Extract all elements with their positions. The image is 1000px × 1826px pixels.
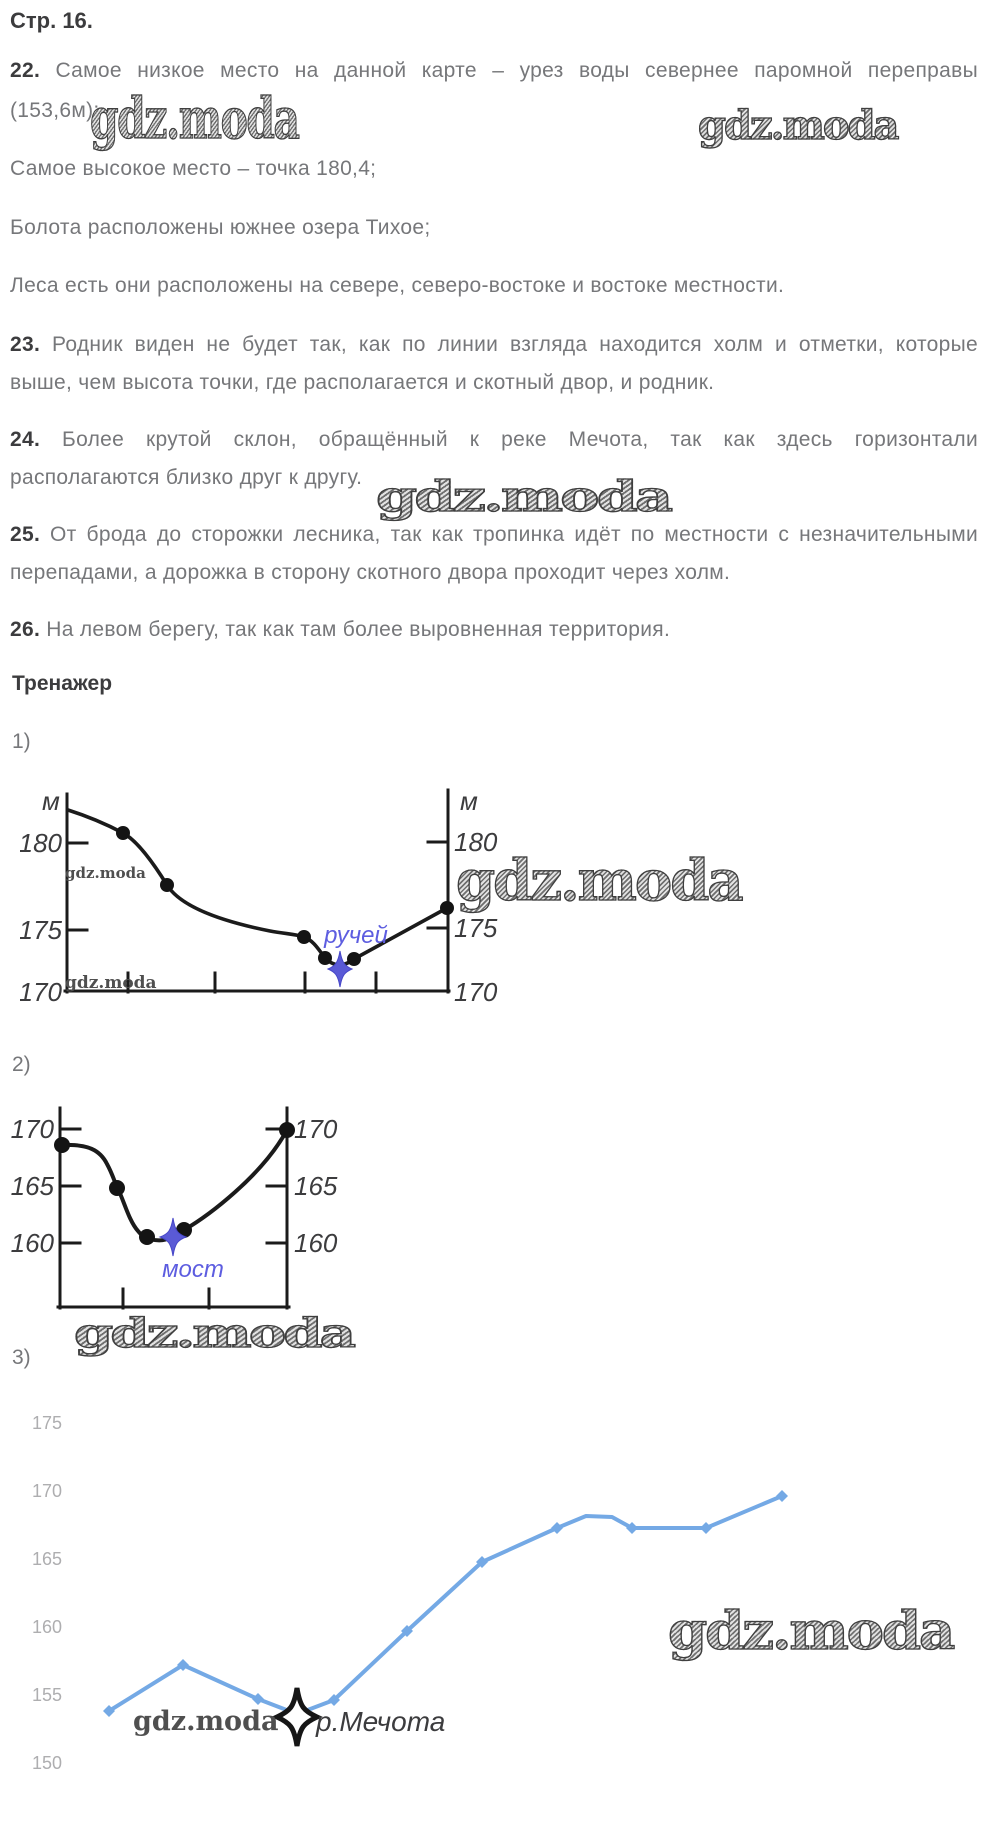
y-tick-label: 170 [20,977,63,1007]
chart3-axis-labels: 175 170 165 160 155 150 [32,1413,62,1773]
y-tick-label: 175 [20,915,63,945]
elevation-profile-chart-1: м 180 175 170 м 180 175 170 ручей gdz.mo… [20,786,498,1007]
y-tick-label: 160 [294,1228,338,1258]
profile-line [107,1494,784,1716]
answer-23-line-1: 23. Родник виден не будет так, как по ли… [10,333,978,357]
answer-25-line-2: перепадами, а дорожка в сторону скотного… [10,561,731,584]
answer-22-swamps: Болота расположены южнее озера Тихое; [10,216,431,239]
answer-23-line-2: выше, чем высота точки, где располагаетс… [10,371,715,394]
answer-25-text: От брода до сторожки лесника, так как тр… [50,523,978,546]
y-tick-label: 170 [294,1114,338,1144]
answer-23-number: 23. [10,333,41,356]
answer-24-line-2: располагаются близко друг к другу. [10,466,363,489]
watermark: gdz.moda [455,847,744,914]
elevation-profile-chart-3: 175 170 165 160 155 150 р.Мечота gdz.mod… [32,1413,788,1773]
y-tick-label: 180 [20,828,63,858]
answer-24-number: 24. [10,428,41,451]
answer-26-line: 26. На левом берегу, так как там более в… [10,618,978,642]
y-tick-label: 165 [11,1171,55,1201]
answer-22-line-2: (153,6м); [10,99,100,122]
y-tick-label: 160 [11,1228,55,1258]
y-axis-unit-label: м [460,786,478,816]
y-tick-label: 175 [32,1413,62,1433]
y-tick-label: 175 [454,913,498,943]
chart1-axes [63,788,451,994]
watermark: gdz.moda [65,864,146,882]
y-tick-label: 170 [454,977,498,1007]
answer-25-line-1: 25. От брода до сторожки лесника, так ка… [10,523,978,547]
answer-22-forests: Леса есть они расположены на севере, сев… [10,274,785,297]
item-2-label: 2) [12,1053,31,1076]
profile-points [54,1122,295,1245]
y-tick-label: 180 [454,827,498,857]
stream-label: ручей [323,922,388,949]
answer-24-text: Более крутой склон, обращённый к реке Ме… [61,428,978,451]
y-tick-label: 165 [32,1549,62,1569]
y-tick-label: 150 [32,1753,62,1773]
answer-26-number: 26. [10,618,41,641]
item-3-label: 3) [12,1346,31,1369]
chart1-axis-labels: м 180 175 170 м 180 175 170 [20,786,498,1007]
watermark: gdz.moda [375,471,674,521]
answer-23-text: Родник виден не будет так, как по линии … [51,333,979,356]
answer-22-number: 22. [10,59,41,82]
chart2-axes [56,1106,291,1310]
y-axis-unit-label: м [42,786,60,816]
answer-26-text: На левом берегу, так как там более выров… [46,618,671,641]
y-tick-label: 155 [32,1685,62,1705]
bridge-star-icon [158,1217,188,1257]
y-tick-label: 170 [32,1481,62,1501]
watermark: gdz.moda [65,973,157,993]
watermark: gdz.moda [133,1706,278,1737]
river-star-icon [271,1687,323,1747]
profile-points [116,826,454,966]
page-title: Стр. 16. [10,8,93,33]
y-tick-label: 160 [32,1617,62,1637]
answer-25-number: 25. [10,523,41,546]
item-1-label: 1) [12,730,31,753]
y-tick-label: 170 [11,1114,55,1144]
watermark: gdz.moda [697,101,900,149]
trainer-heading: Тренажер [12,672,113,695]
answer-22-highest: Самое высокое место – точка 180,4; [10,157,377,180]
answer-22-line-1: 22. Самое низкое место на данной карте –… [10,59,978,83]
y-tick-label: 165 [294,1171,338,1201]
watermark: gdz.moda [73,1309,357,1357]
answer-24-line-1: 24. Более крутой склон, обращённый к рек… [10,428,978,452]
profile-points [103,1490,788,1717]
elevation-profile-chart-2: 170 165 160 170 165 160 мост [11,1106,338,1310]
bridge-label: мост [162,1256,224,1283]
watermark: gdz.moda [90,85,301,152]
watermark: gdz.moda [667,1600,956,1662]
stream-star-icon [326,950,354,988]
river-label: р.Мечота [315,1706,445,1737]
answer-22-text: Самое низкое место на данной карте – уре… [55,59,978,82]
chart2-axis-labels: 170 165 160 170 165 160 [11,1114,338,1258]
